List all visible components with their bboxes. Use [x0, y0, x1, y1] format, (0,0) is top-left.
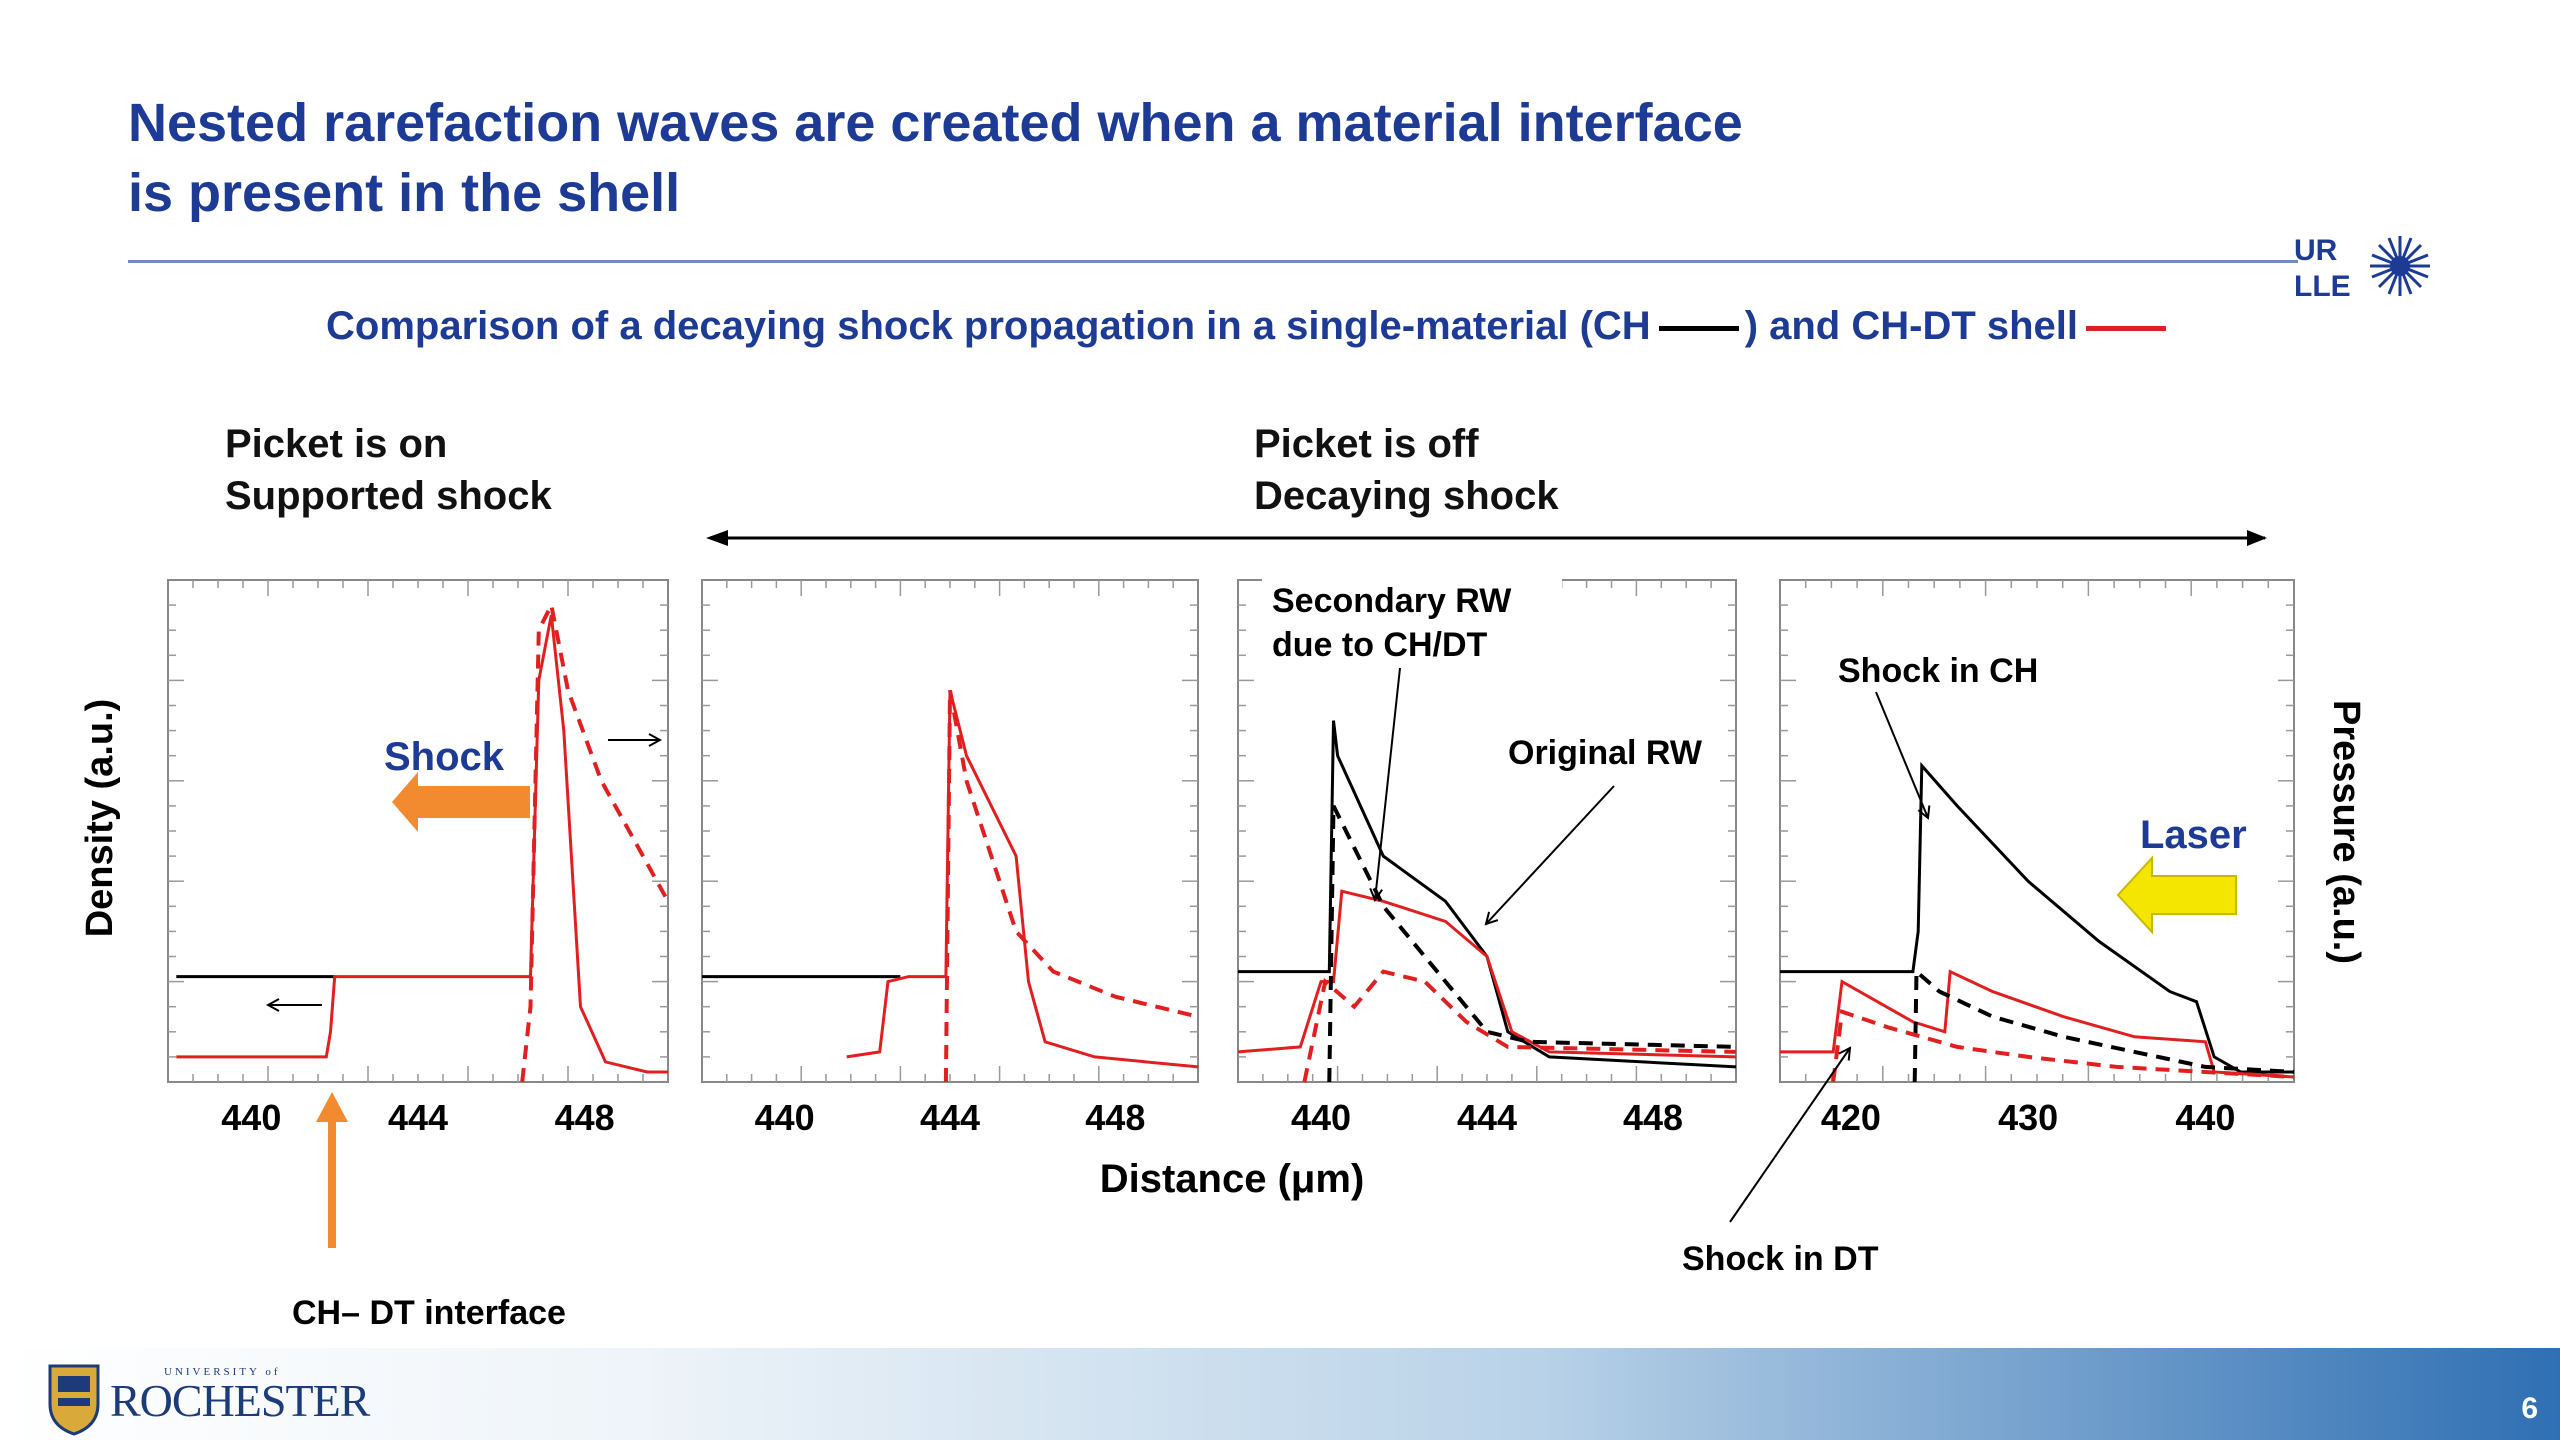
secondary-rw-label-bg	[1262, 572, 1562, 672]
shock-in-dt-label: Shock in DT	[1682, 1240, 1879, 1278]
interface-label: CH– DT interface	[292, 1294, 566, 1332]
chart-subtitle: Comparison of a decaying shock propagati…	[326, 304, 2172, 349]
chart-panel-1: 440 444 448	[167, 579, 670, 1138]
logo-ur-text: UR	[2294, 234, 2338, 267]
x-tick-label: 448	[1623, 1097, 1683, 1138]
picket-off-line-1: Picket is off	[1254, 422, 1479, 466]
x-tick-label: 444	[920, 1097, 980, 1138]
interface-arrow-shaft	[328, 1118, 336, 1248]
series-ch-dt	[176, 614, 668, 1074]
x-tick-label: 440	[221, 1097, 281, 1138]
shock-in-dt-pointer	[1729, 1048, 1850, 1223]
rochester-crest-icon	[48, 1364, 100, 1436]
x-tick-label: 420	[1821, 1097, 1881, 1138]
chart-panel-4: 420 430 440	[1779, 579, 2295, 1138]
interface-arrow-icon	[316, 1092, 348, 1122]
picket-off-span-arrow-left-head	[706, 530, 728, 546]
y-axis-label-left: Density (a.u.)	[79, 699, 121, 938]
chart-panel-2: 440 444 448	[701, 579, 1199, 1138]
secondary-rw-label-1: Secondary RW	[1272, 582, 1512, 620]
footer-bar	[0, 1348, 2560, 1440]
picket-off-line-2: Decaying shock	[1254, 474, 1559, 518]
x-tick-label: 444	[388, 1097, 448, 1138]
shock-in-ch-pointer	[1875, 691, 1928, 818]
picket-on-line-1: Picket is on	[225, 422, 448, 466]
legend-chdt-line	[2086, 325, 2167, 331]
shock-in-ch-label: Shock in CH	[1838, 652, 2038, 690]
original-rw-label: Original RW	[1508, 734, 1703, 772]
original-rw-pointer	[1486, 785, 1615, 924]
series-ch-pressure	[1912, 967, 2295, 1083]
x-tick-label: 448	[555, 1097, 615, 1138]
shock-label: Shock	[384, 735, 505, 779]
x-tick-label: 440	[2175, 1097, 2235, 1138]
page-number: 6	[2521, 1392, 2538, 1425]
chart-panels: 440 444 448 440 444 448 440 444 448 420 430 440	[167, 579, 2295, 1138]
legend-ch-line	[1658, 325, 1739, 331]
x-tick-label: 430	[1998, 1097, 2058, 1138]
slide-title: Nested rarefaction waves are created whe…	[128, 88, 2028, 228]
series-ch-dt	[1237, 889, 1737, 1059]
plot-frame	[701, 579, 1199, 1083]
urlle-logo: UR LLE	[2294, 234, 2430, 303]
series-ch-dt-pressure	[1302, 969, 1737, 1083]
starburst-icon	[2370, 236, 2430, 296]
laser-label: Laser	[2140, 813, 2247, 857]
subtitle-part-1: Comparison of a decaying shock propagati…	[326, 304, 1651, 348]
series-ch-dt	[846, 690, 1199, 1069]
x-tick-label: 440	[755, 1097, 815, 1138]
y-axis-label-right: Pressure (a.u.)	[2325, 700, 2367, 964]
title-line-2: is present in the shell	[128, 163, 681, 223]
x-tick-label: 448	[1085, 1097, 1145, 1138]
picket-on-line-2: Supported shock	[225, 474, 552, 518]
title-line-1: Nested rarefaction waves are created whe…	[128, 93, 1743, 153]
shock-arrow-icon	[392, 772, 530, 832]
subtitle-part-2: ) and CH-DT shell	[1744, 304, 2079, 348]
x-axis-label: Distance (μm)	[1100, 1157, 1365, 1201]
series-ch-dt	[1780, 969, 2295, 1079]
secondary-rw-label-2: due to CH/DT	[1272, 626, 1488, 664]
series-ch-dt-pressure	[943, 690, 1199, 1083]
x-tick-label: 444	[1457, 1097, 1517, 1138]
picket-off-label: Picket is off Decaying shock	[1254, 418, 1559, 522]
series-ch-dt-pressure	[520, 598, 670, 1083]
title-divider	[128, 260, 2298, 263]
series-ch	[1780, 761, 2294, 1074]
rochester-univ-text: UNIVERSITY of	[164, 1366, 281, 1378]
rochester-logo-text: ROCHESTER	[110, 1375, 370, 1426]
logo-lle-text: LLE	[2294, 270, 2351, 303]
x-tick-label: 440	[1291, 1097, 1351, 1138]
secondary-rw-pointer	[1375, 667, 1401, 900]
laser-arrow-icon	[2116, 855, 2237, 935]
picket-on-label: Picket is on Supported shock	[225, 418, 552, 522]
series-ch-pressure	[1327, 805, 1737, 1083]
series-ch-dt-pressure	[1831, 1009, 2295, 1083]
